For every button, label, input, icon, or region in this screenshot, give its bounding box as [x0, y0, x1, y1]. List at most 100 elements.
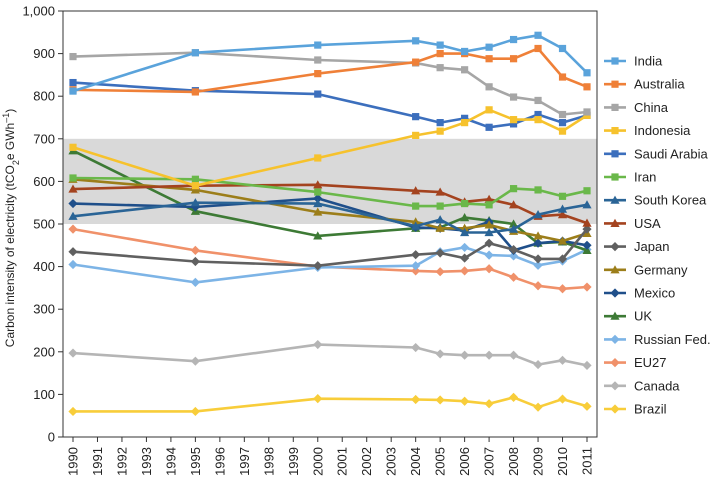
legend-entry: Indonesia	[604, 123, 691, 138]
data-point	[461, 199, 469, 208]
data-point	[436, 119, 444, 127]
legend-entry: UK	[604, 309, 652, 324]
data-point	[533, 260, 543, 270]
data-point	[435, 267, 445, 277]
series-brazil	[68, 392, 592, 417]
legend-marker	[610, 358, 620, 368]
data-point	[412, 131, 420, 139]
x-tick-label: 1994	[163, 447, 178, 476]
data-point	[509, 120, 518, 128]
data-point	[435, 223, 445, 232]
data-point	[583, 108, 591, 116]
data-point	[190, 245, 200, 256]
data-point	[190, 185, 200, 194]
x-tick-label: 2011	[580, 447, 595, 475]
data-point	[69, 78, 77, 87]
data-point	[485, 55, 493, 63]
y-tick-label: 700	[33, 131, 55, 146]
data-point	[508, 272, 519, 282]
data-point	[557, 254, 568, 264]
data-point	[68, 198, 78, 209]
legend-entry: Russian Fed.	[604, 332, 711, 347]
data-point	[313, 193, 323, 204]
data-point	[68, 259, 78, 270]
series-line	[72, 51, 588, 116]
data-point	[460, 242, 470, 253]
data-point	[313, 207, 323, 216]
data-point	[558, 110, 567, 119]
data-point	[411, 266, 421, 276]
data-point	[412, 113, 420, 121]
data-point	[557, 236, 568, 245]
data-point	[534, 110, 542, 119]
legend-marker	[610, 334, 620, 344]
legend-marker	[610, 288, 620, 298]
data-point	[583, 187, 591, 195]
legend-marker	[611, 80, 619, 88]
legend-entry: Saudi Arabia	[604, 146, 708, 161]
data-point	[68, 184, 78, 193]
data-point	[509, 116, 518, 124]
y-tick-label: 1,000	[22, 4, 55, 19]
data-point	[460, 350, 470, 360]
data-point	[411, 261, 421, 271]
legend-label: Saudi Arabia	[634, 146, 708, 161]
data-point	[557, 204, 568, 213]
data-point	[534, 44, 542, 53]
x-tick-label: 1997	[237, 447, 252, 476]
data-point	[314, 188, 322, 196]
data-point	[484, 238, 494, 248]
data-point	[509, 93, 518, 101]
data-point	[461, 114, 469, 122]
data-point	[435, 349, 445, 359]
data-point	[534, 31, 542, 39]
data-point	[436, 202, 444, 210]
legend-label: Russian Fed.	[634, 332, 711, 347]
legend-marker	[611, 150, 619, 158]
data-point	[411, 186, 421, 195]
legend-entry: Iran	[604, 170, 656, 185]
x-tick-label: 2005	[433, 447, 448, 476]
data-point	[484, 194, 494, 203]
data-point	[460, 396, 470, 406]
data-point	[191, 88, 199, 96]
data-point	[411, 342, 421, 353]
legend-entry: India	[604, 54, 663, 69]
data-point	[557, 210, 568, 219]
series-south-korea	[68, 198, 592, 237]
data-point	[485, 123, 493, 131]
data-point	[191, 175, 199, 183]
data-point	[69, 174, 77, 182]
data-point	[313, 261, 323, 271]
x-tick-label: 2009	[531, 447, 546, 476]
y-tick-label: 500	[33, 217, 55, 232]
legend-entry: EU27	[604, 355, 667, 370]
data-point	[436, 41, 444, 49]
data-point	[313, 394, 323, 404]
legend-entry: Japan	[604, 239, 669, 254]
x-tick-label: 1995	[188, 447, 203, 476]
legend-entry: Germany	[604, 262, 688, 277]
data-point	[313, 231, 323, 240]
series-japan	[68, 224, 592, 271]
data-point	[508, 219, 519, 228]
data-point	[460, 227, 470, 237]
x-tick-label: 2008	[506, 447, 521, 476]
data-point	[436, 127, 444, 135]
data-point	[460, 253, 470, 263]
svg-text:Carbon intensity of electricit: Carbon intensity of electricity (tCO2e G…	[1, 109, 21, 347]
data-point	[68, 211, 78, 220]
legend-label: Brazil	[634, 402, 667, 417]
data-point	[69, 52, 77, 61]
data-point	[582, 245, 592, 255]
y-tick-label: 800	[33, 89, 55, 104]
data-point	[533, 231, 543, 240]
data-point	[583, 69, 591, 77]
series-iran	[69, 174, 591, 210]
legend-entry: Brazil	[604, 402, 667, 417]
data-point	[557, 394, 568, 404]
reference-band	[63, 138, 597, 224]
legend-entry: China	[604, 100, 669, 115]
x-tick-label: 1996	[212, 447, 227, 476]
series-russian-fed	[68, 242, 592, 287]
